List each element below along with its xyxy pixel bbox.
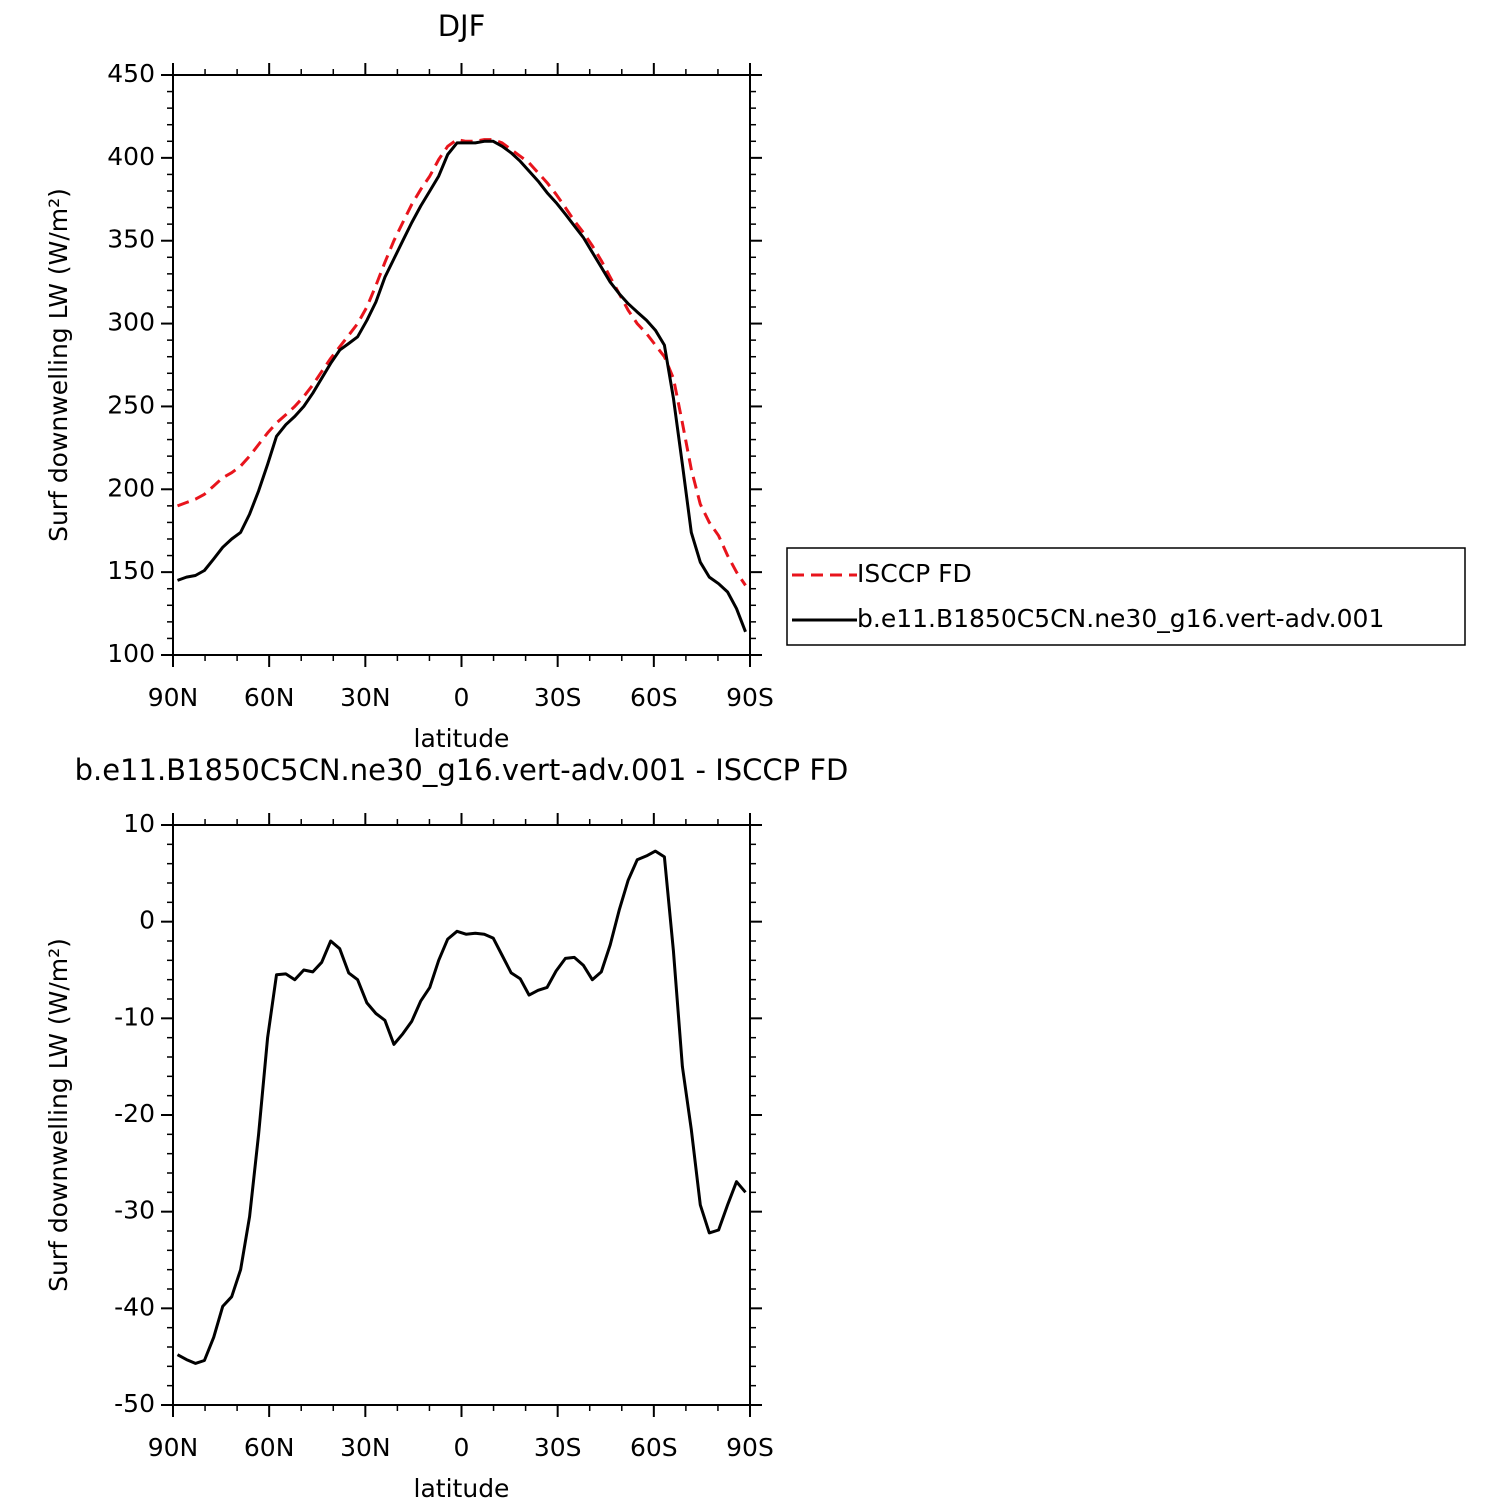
plot-frame <box>172 74 751 656</box>
x-tick-label: 30N <box>340 1433 391 1462</box>
data-line <box>176 138 747 587</box>
y-tick-label: 0 <box>139 906 155 935</box>
y-tick-label: 350 <box>107 225 155 254</box>
chart-title: DJF <box>438 9 486 43</box>
data-line <box>176 849 747 1365</box>
y-tick-label: 400 <box>107 142 155 171</box>
y-tick-label: -10 <box>114 1002 155 1031</box>
x-tick-label: 30S <box>534 683 582 712</box>
x-tick-label: 30S <box>534 1433 582 1462</box>
x-tick-label: 60S <box>630 1433 678 1462</box>
x-tick-label: 60N <box>244 683 295 712</box>
y-tick-label: 450 <box>107 59 155 88</box>
y-tick-label: 200 <box>107 473 155 502</box>
x-tick-label: 60N <box>244 1433 295 1462</box>
y-axis-label: Surf downwelling LW (W/m²) <box>44 188 73 542</box>
y-tick-label: -50 <box>114 1389 155 1418</box>
data-line <box>176 139 747 633</box>
legend-label: ISCCP FD <box>857 559 972 588</box>
x-tick-label: 0 <box>454 1433 470 1462</box>
x-tick-label: 90N <box>148 1433 199 1462</box>
y-tick-label: 300 <box>107 308 155 337</box>
plot-frame <box>172 824 751 1406</box>
legend-label: b.e11.B1850C5CN.ne30_g16.vert-adv.001 <box>857 604 1384 633</box>
chart-title: b.e11.B1850C5CN.ne30_g16.vert-adv.001 - … <box>75 753 849 787</box>
y-tick-label: -20 <box>114 1099 155 1128</box>
x-tick-label: 90S <box>726 683 774 712</box>
y-tick-label: 150 <box>107 556 155 585</box>
x-tick-label: 90N <box>148 683 199 712</box>
y-tick-label: 250 <box>107 390 155 419</box>
x-axis-label: latitude <box>414 724 510 753</box>
x-tick-label: 30N <box>340 683 391 712</box>
y-tick-label: 100 <box>107 639 155 668</box>
legend-box <box>786 547 1466 646</box>
y-tick-label: 10 <box>123 809 155 838</box>
y-axis-label: Surf downwelling LW (W/m²) <box>44 938 73 1292</box>
y-tick-label: -30 <box>114 1196 155 1225</box>
y-tick-label: -40 <box>114 1292 155 1321</box>
x-tick-label: 0 <box>454 683 470 712</box>
x-tick-label: 60S <box>630 683 678 712</box>
x-axis-label: latitude <box>414 1474 510 1503</box>
x-tick-label: 90S <box>726 1433 774 1462</box>
